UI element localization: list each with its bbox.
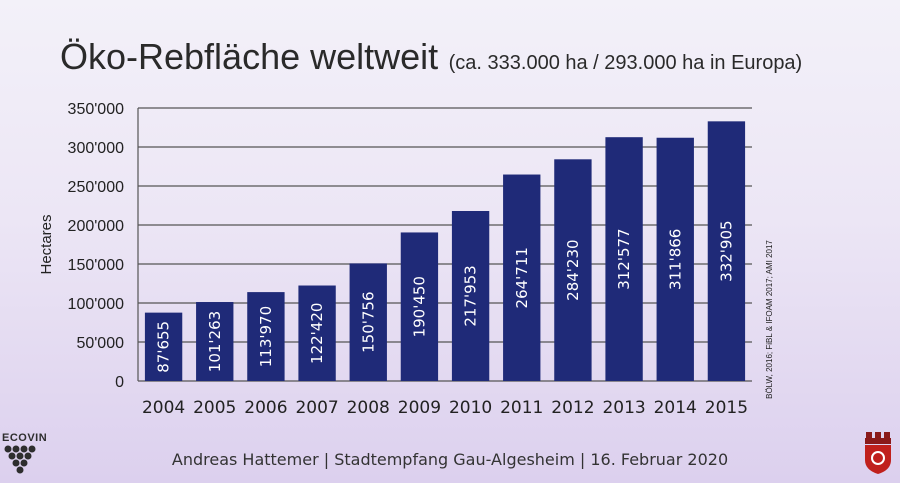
grape-cluster-icon [4, 445, 36, 474]
x-tick-label: 2006 [244, 398, 287, 418]
slide-title-block: Öko-Rebfläche weltweit (ca. 333.000 ha /… [60, 36, 802, 78]
y-tick-label: 150'000 [68, 257, 125, 274]
y-tick-label: 250'000 [68, 179, 125, 196]
coat-of-arms-logo [862, 430, 894, 475]
bar [451, 210, 490, 381]
x-tick-label: 2009 [398, 398, 441, 418]
y-tick-label: 300'000 [68, 140, 125, 157]
x-tick-label: 2014 [654, 398, 697, 418]
slide-subtitle: (ca. 333.000 ha / 293.000 ha in Europa) [448, 52, 803, 74]
bar-value-label: 264'711 [513, 247, 531, 308]
x-tick-label: 2010 [449, 398, 492, 418]
bar [144, 312, 183, 381]
bar-value-label: 284'230 [564, 239, 582, 300]
bar [656, 137, 694, 381]
bar [554, 159, 592, 381]
footer-text: Andreas Hattemer | Stadtempfang Gau-Alge… [171, 450, 729, 469]
ecovin-logo-text: ECOVIN [2, 432, 48, 444]
y-axis-label: Hectares [38, 214, 55, 274]
x-tick-label: 2004 [142, 398, 185, 418]
bar-value-label: 332'905 [717, 220, 735, 281]
bar-value-label: 113'970 [257, 306, 275, 367]
bar-value-label: 87'655 [155, 321, 173, 373]
x-tick-label: 2005 [193, 398, 236, 418]
y-tick-label: 200'000 [68, 218, 125, 235]
y-tick-label: 0 [115, 374, 124, 391]
x-tick-label: 2012 [551, 398, 594, 418]
source-note: BÖLW, 2016; FiBL & IFOAM 2017; AMI 2017 [765, 240, 774, 399]
bar-value-label: 190'450 [410, 276, 428, 337]
y-tick-label: 350'000 [68, 101, 125, 118]
bar-value-label: 122'420 [308, 303, 326, 364]
bar [707, 121, 746, 381]
x-tick-label: 2015 [705, 398, 748, 418]
bar [400, 232, 439, 381]
bar [605, 137, 643, 381]
x-tick-label: 2008 [347, 398, 390, 418]
slide-title: Öko-Rebfläche weltweit [60, 36, 439, 77]
bar [298, 285, 336, 381]
bar-value-label: 101'263 [206, 311, 224, 372]
bar-value-label: 312'577 [615, 228, 633, 289]
x-tick-label: 2011 [500, 398, 543, 418]
x-tick-label: 2013 [602, 398, 645, 418]
bar [503, 174, 541, 381]
bar-value-label: 150'756 [359, 292, 377, 353]
bar [196, 302, 234, 381]
y-tick-label: 50'000 [76, 335, 124, 352]
bar-value-label: 311'866 [666, 229, 684, 290]
ecovin-logo: ECOVIN [2, 432, 62, 478]
coat-of-arms-icon [865, 432, 891, 474]
y-tick-label: 100'000 [68, 296, 125, 313]
x-tick-label: 2007 [295, 398, 338, 418]
bar-value-label: 217'953 [462, 265, 480, 326]
bar [349, 263, 387, 381]
bar [247, 292, 285, 381]
